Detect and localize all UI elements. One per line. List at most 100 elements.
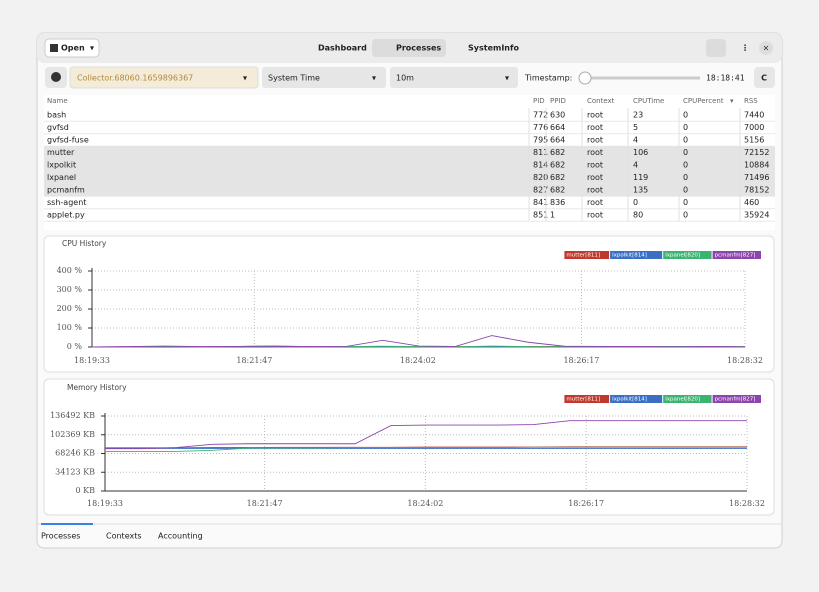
x-tick-label: 18:21:47 [236,356,272,365]
table-cell: 119 [633,173,648,182]
table-cell: root [587,148,603,157]
table-cell: 71496 [744,173,769,182]
x-tick-label: 18:24:02 [400,356,436,365]
bottom-tab[interactable]: Contexts [106,532,142,541]
y-tick-label: 102369 KB [50,430,95,439]
table-cell: 0 [683,173,688,182]
tab-processes[interactable]: Processes [396,44,441,53]
tab-systeminfo[interactable]: SystemInfo [468,44,519,53]
legend-label: lxpanel[820] [665,253,700,259]
table-cell: 0 [633,198,638,207]
y-tick-label: 0 KB [76,486,96,495]
slider-knob[interactable] [579,72,591,84]
legend-label: pcmanfm[827] [715,253,756,259]
y-tick-label: 68246 KB [55,449,95,458]
x-tick-label: 18:19:33 [74,356,110,365]
column-header[interactable]: CPUPercent [683,97,724,105]
table-cell: ssh-agent [47,198,86,207]
table-cell: root [587,136,603,145]
column-header[interactable]: PPID [550,97,566,105]
column-header[interactable]: RSS [744,97,758,105]
table-cell: lxpolkit [47,161,76,170]
table-cell: 1 [550,211,555,220]
table-cell: 0 [683,111,688,120]
table-cell: 682 [550,186,565,195]
info-icon [51,72,61,82]
dropdown-arrow: ▾ [243,74,247,83]
table-cell: 72152 [744,148,769,157]
table-cell: root [587,198,603,207]
sort-indicator: ▾ [730,97,734,105]
open-icon [50,44,58,52]
table-cell: 0 [683,123,688,132]
row-highlight [44,159,775,172]
menu-button[interactable]: ⋮ [741,44,749,53]
table-cell: 4 [633,161,638,170]
table-cell: root [587,123,603,132]
table-cell: 7000 [744,123,764,132]
legend-label: mutter[811] [566,253,600,259]
y-tick-label: 34123 KB [55,467,95,476]
open-label[interactable]: Open [61,44,85,53]
table-cell: 35924 [744,211,769,220]
column-header[interactable]: PID [533,97,545,105]
table-cell: root [587,173,603,182]
table-cell: bash [47,111,66,120]
column-header[interactable]: CPUTime [633,97,664,105]
bottom-tab[interactable]: Processes [41,532,80,541]
chart-title: CPU History [62,239,107,248]
table-cell: 682 [550,173,565,182]
y-tick-label: 100 % [57,323,83,332]
x-tick-label: 18:28:32 [729,499,765,508]
table-cell: 78152 [744,186,769,195]
table-cell: root [587,211,603,220]
table-cell: 664 [550,136,565,145]
table-cell: 0 [683,211,688,220]
close-icon: × [763,44,770,53]
table-cell: 630 [550,111,565,120]
timestamp-value: 18:18:41 [706,74,745,83]
legend-label: lxpolkit[814] [612,397,647,403]
y-tick-label: 0 % [67,342,83,351]
bottom-tab[interactable]: Accounting [158,532,203,541]
table-cell: gvfsd [47,123,69,132]
refresh-icon: C [761,74,767,83]
time-mode-label: System Time [268,74,320,83]
dropdown-arrow: ▾ [505,74,509,83]
open-dropdown[interactable]: ▾ [90,44,94,53]
collector-label: Collector.68060.1659896367 [77,74,193,83]
active-tab-indicator [41,523,93,525]
column-header[interactable]: Name [47,97,68,105]
table-cell: 0 [683,186,688,195]
y-tick-label: 200 % [57,304,83,313]
table-cell: 0 [683,136,688,145]
table-cell: 460 [744,198,759,207]
table-cell: lxpanel [47,173,76,182]
x-tick-label: 18:24:02 [407,499,443,508]
row-highlight [44,184,775,197]
table-cell: root [587,161,603,170]
table-cell: 0 [683,148,688,157]
x-tick-label: 18:21:47 [247,499,283,508]
table-cell: gvfsd-fuse [47,136,89,145]
pin-button[interactable] [706,39,726,57]
dropdown-arrow: ▾ [372,74,376,83]
table-cell: applet.py [47,211,85,220]
table-cell: 682 [550,148,565,157]
y-tick-label: 136492 KB [50,411,95,420]
range-label: 10m [396,74,414,83]
row-highlight [44,171,775,184]
chart-title: Memory History [67,383,127,392]
table-cell: root [587,186,603,195]
legend-label: pcmanfm[827] [715,397,756,403]
timestamp-label: Timestamp: [524,74,572,83]
table-cell: 135 [633,186,648,195]
table-cell: 0 [683,198,688,207]
tab-dashboard[interactable]: Dashboard [318,44,367,53]
table-cell: 80 [633,211,643,220]
table-cell: 5156 [744,136,764,145]
y-tick-label: 300 % [57,285,83,294]
column-header[interactable]: Context [587,97,615,105]
table-cell: 836 [550,198,565,207]
